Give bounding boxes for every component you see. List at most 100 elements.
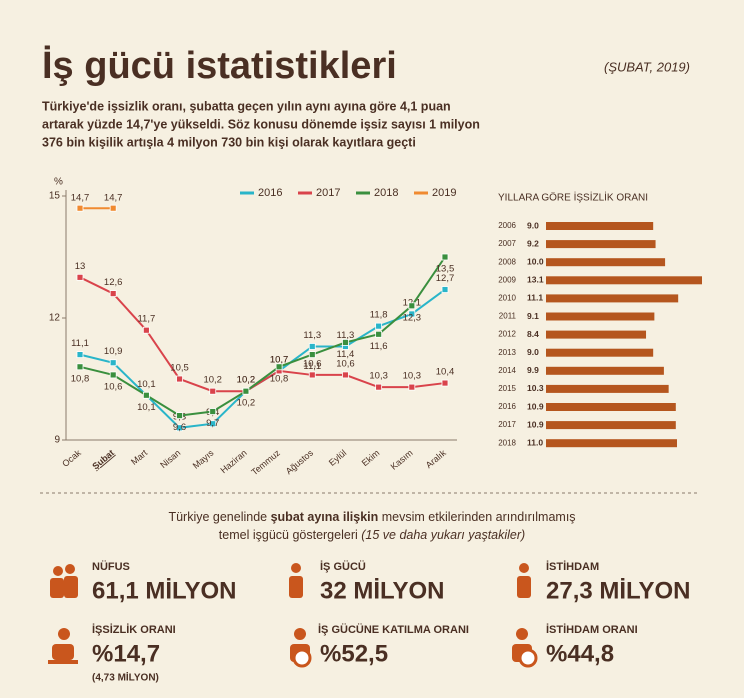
indicator-note: (4,73 MİLYON) [92,671,159,684]
category-label: 2007 [498,239,516,248]
value-label: 11,3 [337,330,355,341]
bar [546,330,647,339]
bar [546,366,664,375]
value-label: 10,2 [203,375,222,386]
indicator-value: %44,8 [546,640,614,667]
legend-label: 2019 [432,187,456,199]
category-label: 2011 [499,312,517,321]
point [176,375,183,383]
value-label: 12,7 [436,273,455,284]
value-label: 12,6 [104,277,123,288]
series-line [79,288,446,429]
value-label: 10.3 [527,383,544,393]
value-label: 10,4 [436,367,455,378]
bar [546,384,669,393]
text: Türkiye genelinde [168,510,270,524]
text: şubat ayına ilişkin [271,510,379,524]
point [76,204,84,212]
x-tick-label: Temmuz [249,447,282,477]
value-label: 11,3 [303,330,321,341]
category-label: 2008 [498,257,516,266]
y-tick-label: 15 [49,191,61,202]
point [209,420,217,428]
value-label: 9.0 [527,347,539,357]
y-tick-label: 9 [54,435,60,446]
point [76,351,84,359]
bar-chart-title: YILLARA GÖRE İŞSİZLİK ORANI [498,191,648,204]
indicator-value: 61,1 MİLYON [92,577,237,604]
value-label: 9.1 [527,311,539,321]
point [176,412,183,420]
legend-label: 2017 [316,187,340,199]
value-label: 10,8 [270,373,289,384]
value-label: 11.1 [527,293,543,303]
bar [546,403,676,411]
value-label: 14,7 [104,193,123,204]
value-label: 10,1 [137,379,156,390]
point [242,387,250,395]
value-label: 10.9 [527,401,544,411]
x-tick-label: Kasım [389,448,415,472]
point [109,371,117,379]
value-label: 11,1 [303,361,321,372]
point [275,363,283,371]
x-tick-label: Ağustos [284,447,316,476]
indicator-value: %52,5 [320,640,388,667]
value-label: 9.9 [527,365,539,375]
value-label: 10,7 [270,354,289,365]
intro: Türkiye'de işsizlik oranı, şubatta geçen… [42,99,451,113]
point [308,343,316,350]
point [342,371,349,379]
intro: artarak yüzde 14,7'ye yükseldi. Söz konu… [42,117,480,131]
point [209,387,217,395]
y-axis-label: % [54,177,63,188]
value-label: 9,7 [206,418,219,429]
indicator-value: 32 MİLYON [320,577,445,604]
indicator-label: İŞSİZLİK ORANI [92,623,176,636]
indicator-value: %14,7 [92,640,160,667]
value-label: 10.9 [527,419,544,429]
value-label: 10,2 [237,375,256,386]
category-label: 2018 [498,438,516,447]
bar [546,276,702,285]
value-label: 11,6 [370,341,388,352]
x-tick-label: Aralık [424,447,448,470]
x-tick-label: Haziran [219,448,249,476]
text: (15 ve daha yukarı yaştakiler) [361,528,525,542]
point [375,330,383,338]
icons [48,563,538,668]
point [209,408,217,415]
indicator-label: İSTİHDAM ORANI [546,623,638,636]
value-label: 10,6 [336,358,355,369]
value-label: 12,3 [403,312,422,323]
point [408,383,416,391]
category-label: 2006 [498,221,516,230]
indicator-label: İŞ GÜCÜNE KATILMA ORANI [318,623,469,636]
x-tick-label: Nisan [158,448,182,470]
point [76,363,84,371]
legend-label: 2016 [258,187,282,199]
value-label: 10,3 [403,371,422,382]
category-label: 2013 [498,348,516,357]
bar [546,240,656,249]
bar [546,439,677,448]
point [408,310,416,318]
point [76,273,84,281]
bar [546,222,654,230]
indicator-label: İŞ GÜCÜ [320,560,366,573]
point [408,302,416,310]
value-label: 10,2 [237,375,256,386]
x-tick-label: Ekim [360,448,382,469]
indicators-heading: Türkiye genelinde şubat ayına ilişkin me… [168,510,575,524]
value-label: 10,9 [104,346,123,357]
x-tick-label: Mayıs [191,447,216,470]
value-label: 14,7 [71,193,90,204]
value-label: 13 [75,261,86,272]
value-label: 10,2 [237,398,256,409]
date: (ŞUBAT, 2019) [604,59,690,74]
indicator-value: 27,3 MİLYON [546,577,691,604]
point [441,379,449,387]
x-tick-label: Şubat [90,448,116,472]
value-label: 11,1 [71,338,89,349]
category-label: 2010 [498,294,516,303]
